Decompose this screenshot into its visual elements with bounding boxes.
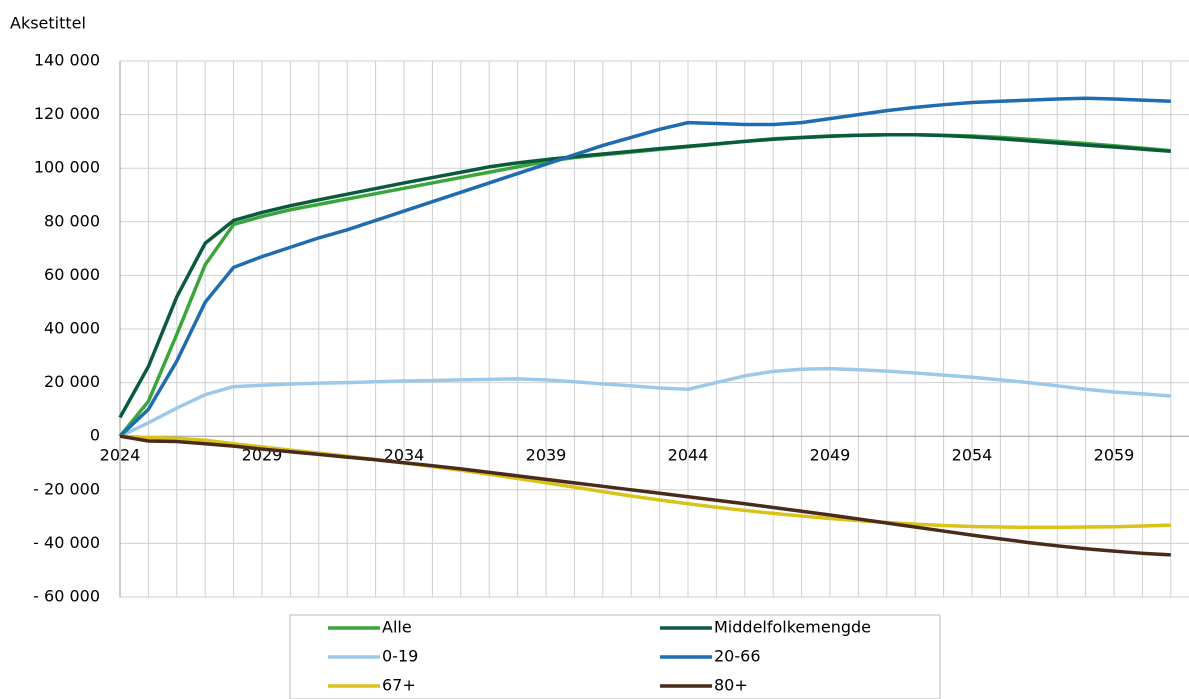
y-tick-label: - 20 000 bbox=[33, 479, 100, 498]
y-tick-label: 140 000 bbox=[34, 51, 100, 70]
legend-label: Middelfolkemengde bbox=[714, 618, 871, 637]
series-line bbox=[118, 132, 1171, 419]
series-line bbox=[118, 132, 1171, 438]
y-tick-label: 0 bbox=[90, 426, 100, 445]
y-tick-label: - 40 000 bbox=[33, 533, 100, 552]
x-tick-label: 2054 bbox=[952, 446, 993, 465]
x-tick-label: 2039 bbox=[526, 446, 567, 465]
axis-title: Aksetittel bbox=[10, 14, 86, 33]
y-tick-label: 120 000 bbox=[34, 104, 100, 123]
series-line bbox=[119, 366, 1171, 438]
legend-label: 20-66 bbox=[714, 647, 761, 666]
y-tick-label: 100 000 bbox=[34, 158, 100, 177]
x-tick-label: 2059 bbox=[1094, 446, 1135, 465]
legend-label: 0-19 bbox=[382, 647, 418, 666]
y-tick-label: 40 000 bbox=[44, 319, 100, 338]
y-tick-label: 60 000 bbox=[44, 265, 100, 284]
y-tick-label: - 60 000 bbox=[33, 587, 100, 606]
x-tick-label: 2044 bbox=[668, 446, 709, 465]
y-tick-label: 80 000 bbox=[44, 211, 100, 230]
legend-label: 80+ bbox=[714, 676, 748, 695]
legend-box bbox=[289, 614, 941, 699]
y-tick-label: 20 000 bbox=[44, 372, 100, 391]
x-tick-label: 2049 bbox=[810, 446, 851, 465]
legend-label: 67+ bbox=[382, 676, 416, 695]
series-line bbox=[119, 434, 1171, 557]
legend-label: Alle bbox=[382, 618, 412, 637]
series-line bbox=[118, 96, 1171, 438]
